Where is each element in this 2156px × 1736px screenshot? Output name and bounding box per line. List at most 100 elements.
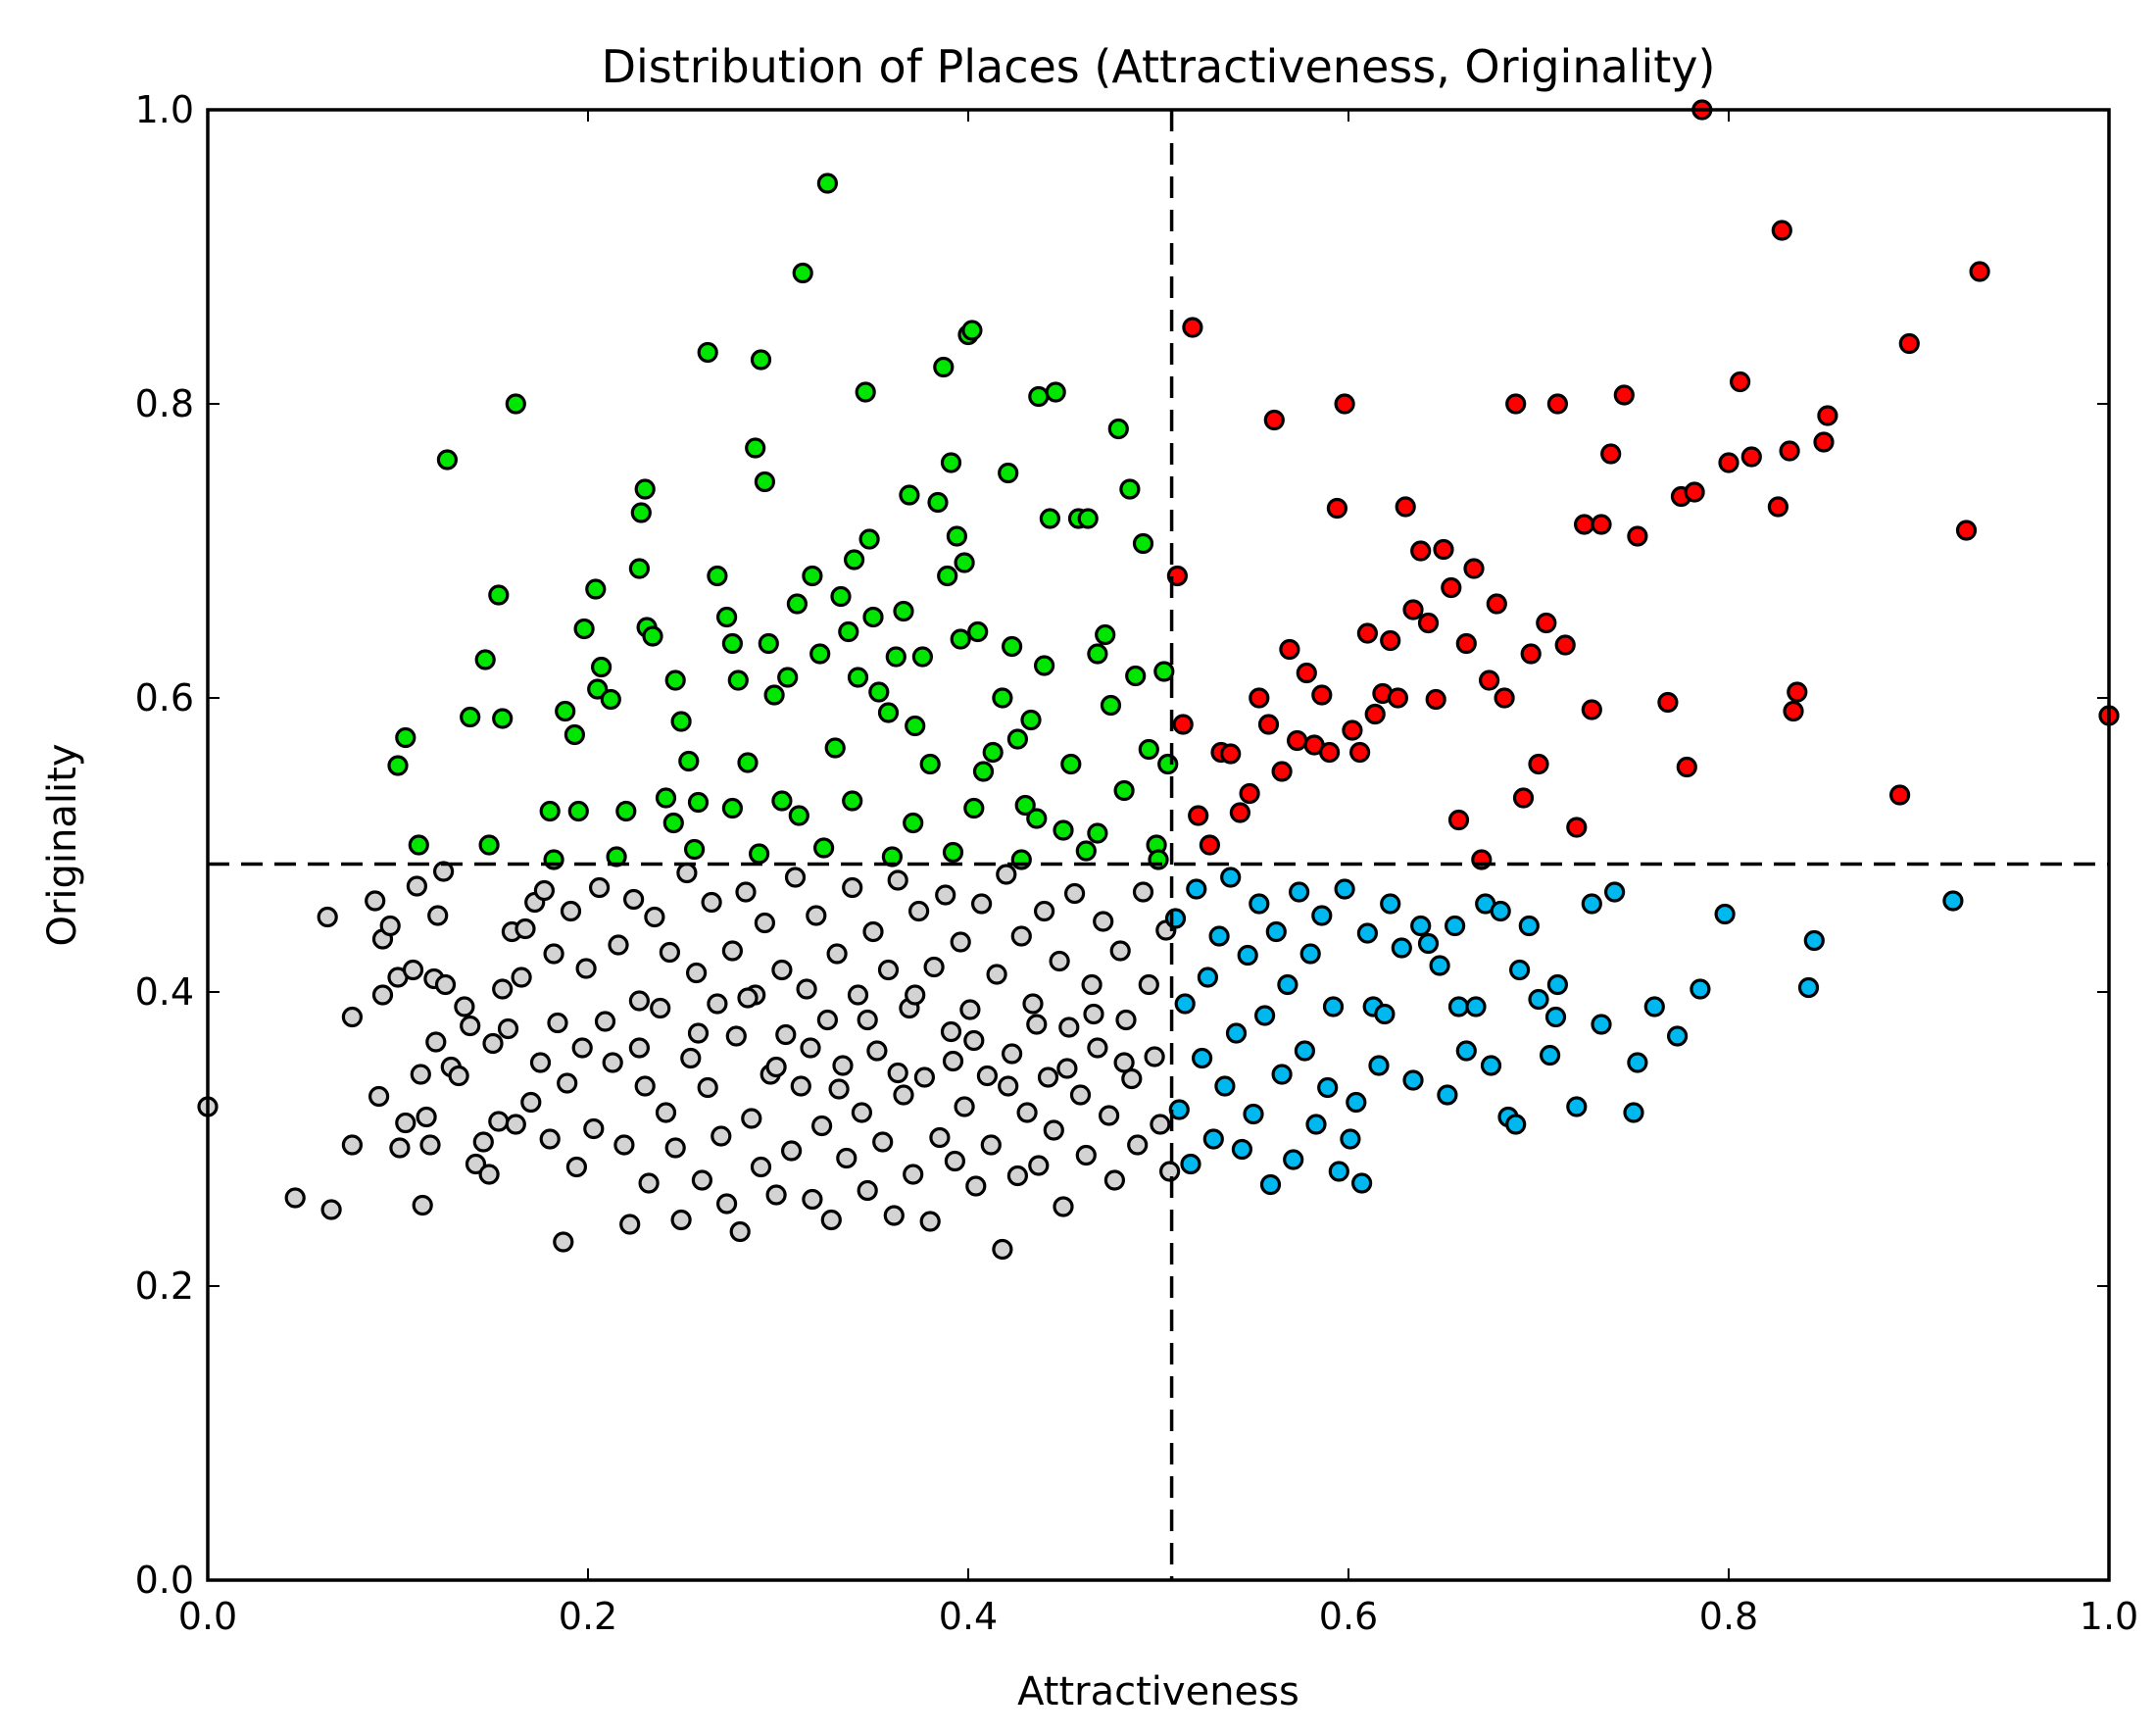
scatter-point — [1898, 332, 1920, 355]
scatter-point — [913, 1066, 936, 1088]
scatter-point — [927, 491, 949, 514]
scatter-point — [619, 1214, 641, 1235]
scatter-point — [735, 881, 757, 903]
scatter-point — [492, 978, 514, 1000]
scatter-point — [1033, 655, 1055, 676]
scatter-point — [587, 678, 609, 700]
scatter-point — [1455, 1040, 1477, 1062]
scatter-point — [1888, 784, 1911, 806]
scatter-point — [1539, 1044, 1561, 1066]
scatter-point — [575, 958, 597, 979]
scatter-point — [763, 684, 785, 706]
scatter-point — [454, 996, 475, 1017]
scatter-point — [832, 1055, 854, 1076]
scatter-point — [320, 1199, 342, 1220]
scatter-point — [1528, 988, 1549, 1011]
scatter-point — [691, 1169, 713, 1191]
scatter-point — [655, 787, 677, 809]
scatter-point — [543, 943, 564, 965]
scatter-point — [565, 1156, 588, 1178]
scatter-point — [1296, 662, 1317, 684]
scatter-point — [395, 1112, 416, 1134]
scatter-point — [284, 1187, 306, 1209]
scatter-point — [855, 381, 876, 403]
scatter-point — [820, 1209, 842, 1231]
scatter-point — [1410, 915, 1432, 937]
scatter-point — [585, 578, 607, 600]
scatter-point — [1157, 753, 1179, 775]
scatter-point — [1433, 538, 1454, 561]
scatter-point — [465, 1153, 487, 1175]
x-axis: 0.0 0.2 0.4 0.6 0.8 1.0 — [178, 110, 2138, 1638]
scatter-point — [1093, 911, 1114, 932]
scatter-point — [1690, 978, 1711, 1000]
scatter-point — [416, 1106, 437, 1128]
scatter-point — [907, 900, 930, 922]
scatter-point — [862, 606, 884, 628]
scatter-point — [1342, 719, 1363, 741]
scatter-point — [1033, 900, 1055, 922]
scatter-point — [1518, 915, 1540, 937]
scatter-point — [1317, 1076, 1339, 1099]
scatter-point — [1199, 834, 1221, 856]
scatter-point — [1350, 1172, 1373, 1194]
scatter-point — [1318, 741, 1341, 764]
scatter-point — [754, 912, 776, 934]
scatter-point — [1103, 1169, 1126, 1191]
scatter-point — [1229, 802, 1251, 823]
scatter-point — [1286, 729, 1308, 752]
scatter-point — [998, 462, 1019, 484]
scatter-point — [721, 632, 744, 655]
scatter-point — [371, 984, 394, 1006]
scatter-point — [410, 1064, 431, 1085]
scatter-point — [980, 1134, 1002, 1156]
scatter-point — [883, 1205, 905, 1226]
scatter-point — [664, 670, 686, 691]
scatter-point — [771, 790, 793, 812]
scatter-point — [1069, 1084, 1092, 1106]
scatter-point — [402, 959, 424, 981]
scatter-point — [408, 834, 429, 856]
scatter-point — [707, 565, 728, 587]
scatter-point — [1113, 1052, 1135, 1073]
scatter-point — [963, 797, 985, 819]
scatter-point — [1164, 908, 1187, 929]
scatter-point — [1955, 520, 1978, 541]
scatter-point — [843, 549, 865, 570]
scatter-point — [1380, 893, 1401, 915]
scatter-point — [638, 1172, 660, 1194]
scatter-point — [683, 838, 706, 861]
scatter-point — [729, 1220, 751, 1243]
scatter-point — [786, 593, 808, 615]
scatter-point — [1056, 1058, 1078, 1079]
scatter-point — [816, 1009, 839, 1031]
scatter-point — [1087, 822, 1108, 844]
scatter-point — [806, 905, 827, 926]
x-tick-label: 1.0 — [2080, 1595, 2138, 1638]
scatter-point — [664, 1137, 686, 1159]
scatter-point — [564, 723, 586, 746]
scatter-point — [745, 437, 766, 459]
scatter-point — [1613, 384, 1635, 406]
scatter-point — [847, 984, 869, 1006]
scatter-point — [1132, 881, 1154, 903]
scatter-point — [497, 1017, 519, 1040]
scatter-point — [583, 1117, 605, 1140]
scatter-point — [460, 706, 481, 728]
scatter-point — [1077, 508, 1099, 529]
scatter-point — [1740, 446, 1762, 468]
y-tick-label: 0.0 — [135, 1559, 194, 1602]
scatter-point — [1771, 220, 1792, 241]
scatter-point — [986, 964, 1007, 985]
scatter-point — [1627, 1052, 1648, 1073]
scatter-point — [933, 356, 955, 378]
scatter-point — [697, 1076, 718, 1099]
scatter-point — [533, 879, 556, 902]
scatter-point — [1627, 525, 1648, 547]
x-tick-label: 0.2 — [559, 1595, 617, 1638]
x-tick-label: 0.4 — [939, 1595, 998, 1638]
scatter-point — [602, 1052, 623, 1073]
scatter-point — [1340, 1128, 1361, 1150]
scatter-point — [942, 1050, 964, 1072]
